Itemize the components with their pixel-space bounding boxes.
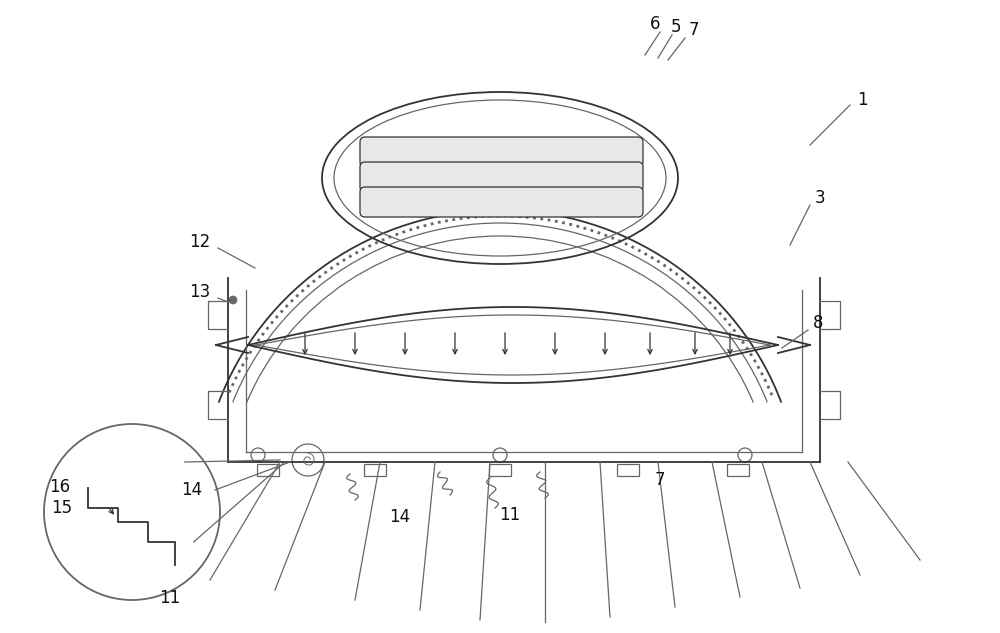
Text: 14: 14 — [181, 481, 203, 499]
Text: 3: 3 — [815, 189, 825, 207]
Text: 15: 15 — [51, 499, 73, 517]
Text: 7: 7 — [689, 21, 699, 39]
Text: 6: 6 — [650, 15, 660, 33]
Text: 12: 12 — [189, 233, 211, 251]
FancyBboxPatch shape — [360, 187, 643, 217]
Text: 7: 7 — [655, 471, 665, 489]
FancyBboxPatch shape — [360, 162, 643, 192]
Text: 8: 8 — [813, 314, 823, 332]
Text: 13: 13 — [189, 283, 211, 301]
Text: 14: 14 — [389, 508, 411, 526]
Text: 16: 16 — [49, 478, 71, 496]
Text: 11: 11 — [159, 589, 181, 607]
Text: 1: 1 — [857, 91, 867, 109]
FancyBboxPatch shape — [257, 464, 279, 476]
Text: 5: 5 — [671, 18, 681, 36]
FancyBboxPatch shape — [489, 464, 511, 476]
FancyBboxPatch shape — [364, 464, 386, 476]
FancyBboxPatch shape — [360, 137, 643, 167]
Text: 11: 11 — [499, 506, 521, 524]
FancyBboxPatch shape — [617, 464, 639, 476]
FancyBboxPatch shape — [727, 464, 749, 476]
Circle shape — [229, 296, 237, 304]
